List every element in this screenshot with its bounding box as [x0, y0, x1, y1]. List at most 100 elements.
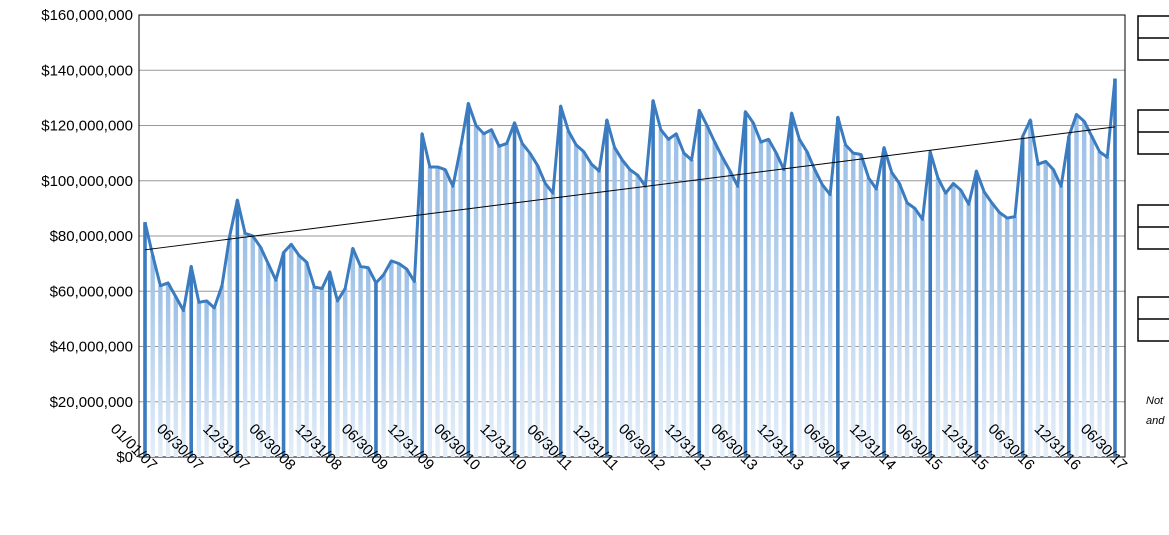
bar	[866, 177, 871, 458]
bar	[1012, 216, 1018, 457]
bar	[1035, 164, 1041, 458]
bar	[235, 200, 240, 457]
bar	[558, 106, 563, 457]
bar	[412, 281, 417, 457]
bar	[489, 129, 494, 458]
y-tick-label: $20,000,000	[50, 394, 133, 411]
bar	[904, 202, 910, 457]
bar	[620, 160, 625, 457]
bar	[597, 171, 602, 458]
bar	[1082, 121, 1087, 457]
bar	[858, 154, 864, 457]
bar	[450, 186, 456, 457]
bar	[789, 113, 794, 457]
bar	[812, 169, 817, 457]
bar	[997, 212, 1002, 457]
bar	[951, 183, 956, 457]
bar	[189, 266, 193, 457]
bar	[443, 169, 448, 457]
bar	[496, 146, 502, 457]
bar	[435, 166, 440, 457]
bar	[381, 274, 386, 457]
bar	[804, 151, 810, 457]
bar	[1105, 157, 1110, 458]
bar	[258, 247, 263, 457]
y-tick-label: $0	[116, 449, 133, 466]
bar	[974, 171, 979, 458]
bar	[427, 166, 433, 457]
bar	[358, 266, 363, 457]
bar	[1058, 186, 1064, 457]
y-tick-label: $160,000,000	[41, 7, 133, 24]
bar	[281, 252, 286, 457]
bar	[1043, 161, 1048, 457]
bar	[935, 177, 941, 458]
bar	[543, 183, 548, 457]
note: and	[1146, 415, 1165, 427]
bar	[912, 208, 918, 457]
bar	[242, 233, 248, 457]
bar	[319, 288, 325, 457]
bar	[666, 139, 671, 457]
bar	[735, 186, 740, 457]
trendline	[144, 126, 1116, 251]
bar	[165, 282, 171, 457]
bar	[843, 144, 848, 457]
bar	[966, 204, 971, 457]
bar	[581, 151, 587, 457]
y-tick-label: $140,000,000	[41, 62, 133, 79]
bar	[635, 175, 640, 457]
bar	[527, 153, 533, 457]
bar	[304, 262, 309, 457]
bar	[989, 202, 995, 457]
bar	[143, 222, 147, 457]
bar	[1051, 169, 1056, 457]
bar	[512, 122, 517, 458]
bar	[573, 144, 579, 457]
bar	[1097, 151, 1102, 457]
bar	[273, 280, 279, 457]
bar	[181, 310, 186, 457]
bar	[920, 219, 925, 457]
bar	[1113, 78, 1117, 457]
bar	[882, 147, 886, 457]
bar	[404, 269, 409, 457]
bar	[1067, 136, 1071, 458]
bar	[774, 153, 779, 457]
bar	[389, 260, 394, 457]
bar	[335, 300, 340, 457]
bar	[366, 267, 371, 457]
y-tick-label: $100,000,000	[41, 173, 133, 190]
bar	[196, 302, 202, 457]
bar	[396, 263, 402, 457]
bar	[227, 236, 232, 457]
bar	[204, 300, 209, 457]
bar	[651, 100, 655, 457]
bar	[720, 157, 725, 458]
bar	[943, 193, 948, 457]
bar	[296, 255, 302, 457]
bar	[473, 125, 479, 457]
bar	[758, 142, 764, 457]
bar	[265, 263, 271, 457]
bar	[589, 164, 594, 458]
bar	[150, 255, 155, 457]
bar	[520, 143, 525, 458]
bar	[342, 288, 348, 457]
bar	[704, 125, 710, 457]
bar	[681, 153, 687, 457]
bar	[689, 160, 694, 457]
bar	[535, 165, 540, 457]
bar	[312, 287, 317, 457]
bar	[727, 171, 733, 458]
bar	[1028, 119, 1033, 457]
bar	[889, 172, 894, 457]
bar	[673, 133, 679, 457]
bar	[981, 191, 987, 458]
bar	[1005, 218, 1010, 457]
bar	[550, 193, 556, 457]
y-tick-label: $60,000,000	[50, 283, 133, 300]
y-tick-label: $80,000,000	[50, 228, 133, 245]
bar	[820, 184, 825, 458]
